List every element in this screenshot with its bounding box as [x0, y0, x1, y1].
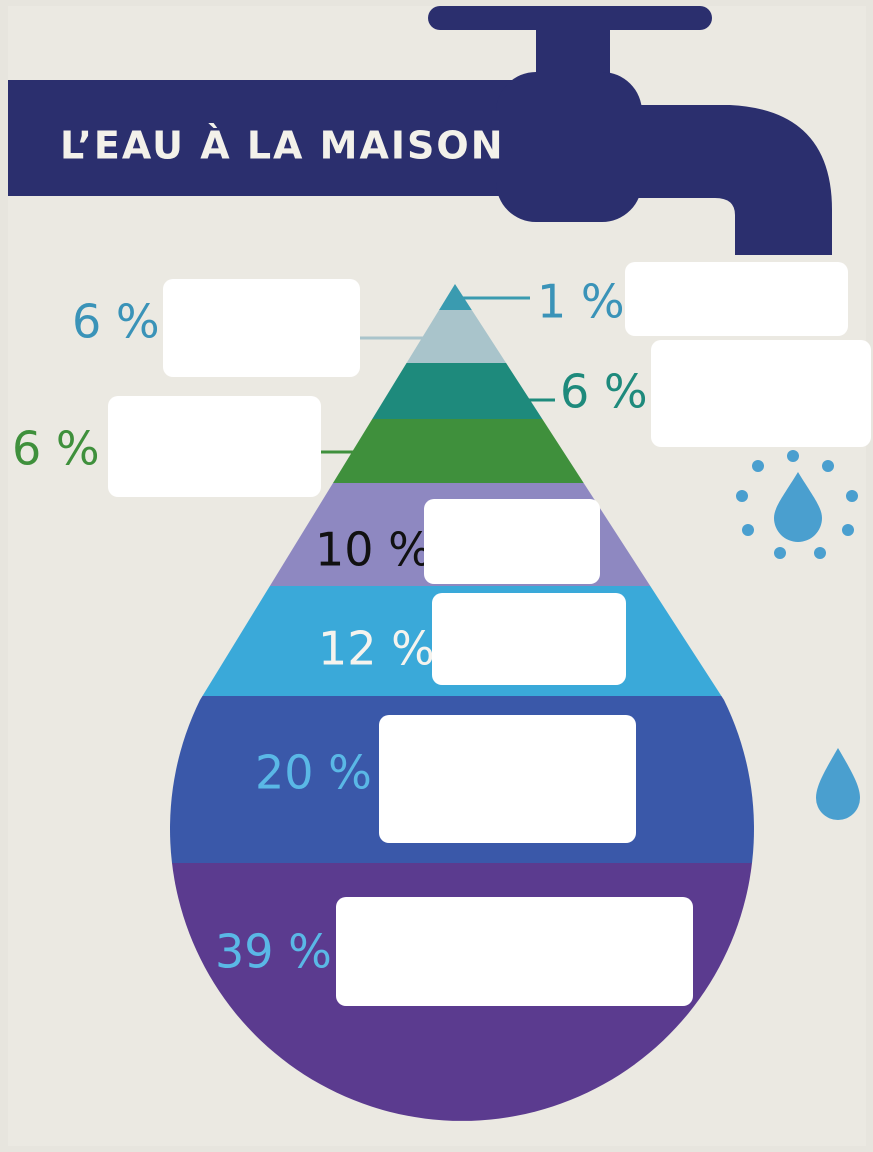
dot — [842, 524, 854, 536]
redaction-box — [424, 499, 600, 584]
redaction-box — [163, 279, 360, 377]
dot — [846, 490, 858, 502]
redaction-box — [625, 262, 848, 336]
percent-label: 6 % — [72, 295, 160, 349]
infographic: L’EAU À LA MAISON 6 % 1 % 6 % 6 % 10 % 1… — [0, 0, 873, 1152]
redaction-box — [379, 715, 636, 843]
dot — [742, 524, 754, 536]
percent-label: 1 % — [537, 275, 625, 329]
percent-label: 12 % — [318, 622, 435, 676]
dot — [774, 547, 786, 559]
dot — [822, 460, 834, 472]
percent-label: 10 % — [315, 523, 432, 577]
redaction-box — [336, 897, 693, 1006]
redaction-box — [651, 340, 871, 447]
title: L’EAU À LA MAISON — [60, 124, 505, 168]
redaction-box — [108, 396, 321, 497]
percent-label: 6 % — [560, 365, 648, 419]
dot — [736, 490, 748, 502]
redaction-box — [432, 593, 626, 685]
percent-label: 39 % — [215, 925, 332, 979]
percent-label: 20 % — [255, 746, 372, 800]
dot — [787, 450, 799, 462]
dot — [752, 460, 764, 472]
percent-label: 6 % — [12, 422, 100, 476]
dot — [814, 547, 826, 559]
